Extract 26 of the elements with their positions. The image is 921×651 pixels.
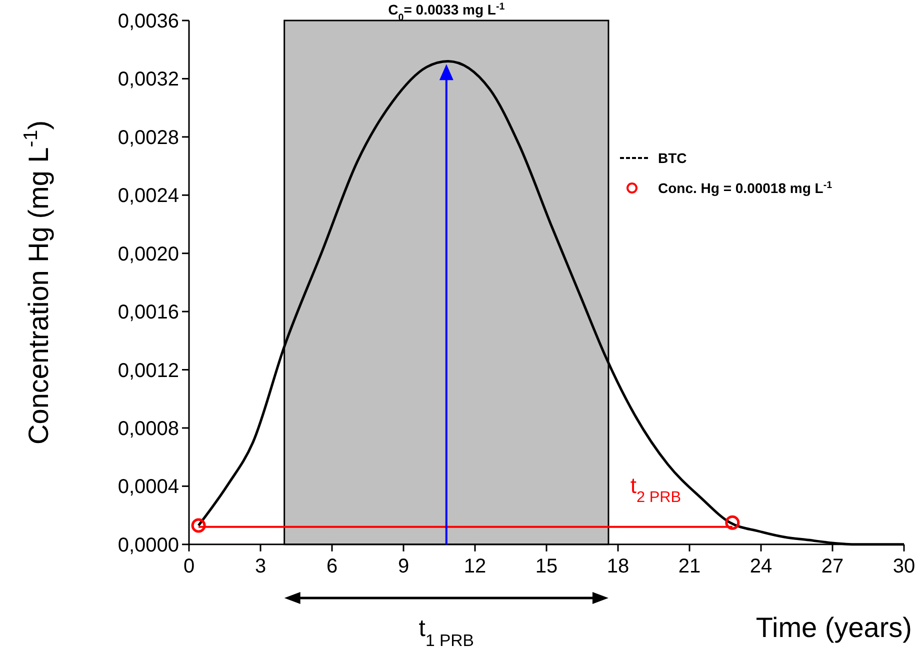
x-tick-label: 0	[183, 555, 195, 578]
x-tick-label: 3	[254, 555, 266, 578]
y-tick-label: 0,0032	[118, 68, 179, 91]
y-tick-label: 0,0024	[118, 185, 179, 208]
x-tick-label: 6	[326, 555, 338, 578]
x-tick-label: 21	[678, 555, 701, 578]
x-tick-label: 30	[892, 555, 916, 578]
y-tick-label: 0,0028	[118, 126, 179, 149]
x-tick-label: 27	[821, 555, 844, 578]
text: t$_{1 PRB}$	[418, 615, 474, 650]
x-tick-label: 24	[750, 555, 772, 578]
y-tick-label: 0,0016	[118, 302, 179, 324]
legend-label: Conc. Hg = 0.00018 mg L$^{-1}$	[658, 180, 833, 196]
y-tick-label: 0,0004	[118, 476, 179, 498]
x-tick-label: 15	[535, 555, 558, 578]
annotation: t$_{2 PRB}$	[630, 472, 682, 506]
x-tick-label: 12	[464, 555, 486, 578]
y-tick-label: 0,0020	[118, 243, 179, 266]
y-tick-label: 0,0000	[118, 534, 179, 556]
legend-label: BTC	[658, 150, 687, 166]
x-tick-label: 9	[398, 555, 410, 578]
y-tick-label: 0,0036	[118, 10, 179, 32]
x-tick-label: 18	[606, 555, 630, 578]
x-axis-title: Time (years)	[756, 612, 912, 643]
y-tick-label: 0,0008	[118, 418, 179, 440]
y-tick-label: 0,0012	[118, 360, 179, 382]
